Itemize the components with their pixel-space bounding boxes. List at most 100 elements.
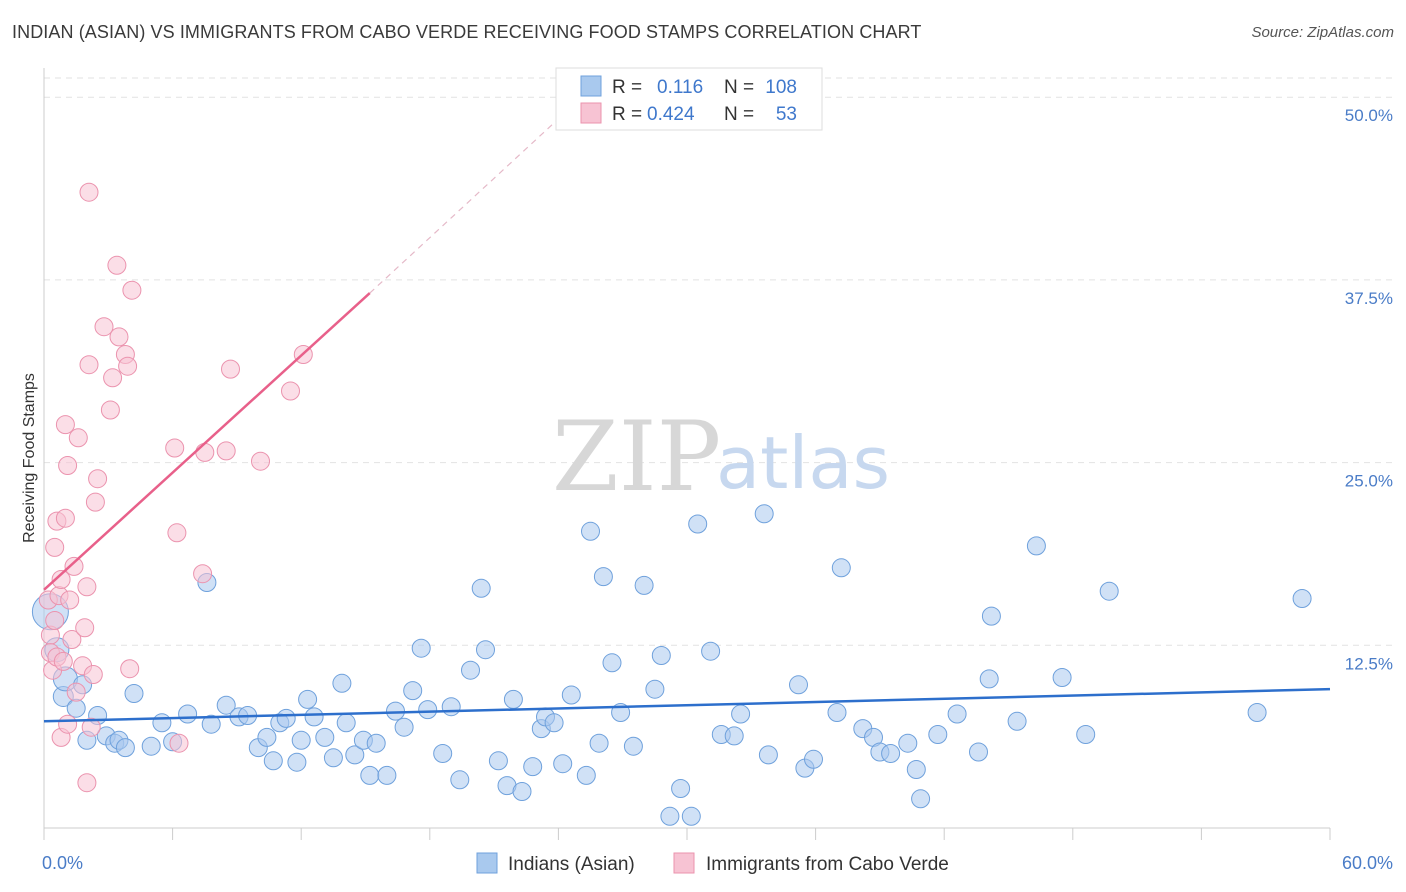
data-point (1099, 581, 1119, 601)
data-point (898, 733, 918, 753)
data-point (263, 751, 283, 771)
data-point (55, 508, 75, 528)
x-ticks (43, 828, 1331, 840)
data-point (315, 727, 335, 747)
data-point (68, 428, 88, 448)
data-point (323, 748, 343, 768)
legend-n-label-pink: N = (724, 104, 754, 125)
data-point (201, 714, 221, 734)
data-point (589, 733, 609, 753)
series-cabo-verde-points (38, 182, 313, 793)
data-point (1292, 589, 1312, 608)
data-point (645, 679, 665, 699)
data-point (1052, 668, 1072, 687)
data-point (115, 738, 135, 758)
data-point (79, 355, 99, 375)
data-point (100, 400, 120, 420)
data-point (1026, 536, 1046, 556)
data-point (195, 442, 215, 462)
data-point (476, 640, 495, 660)
data-point (394, 717, 414, 737)
data-point (257, 727, 277, 747)
data-point (58, 714, 78, 734)
data-point (58, 456, 78, 475)
data-point (62, 630, 82, 649)
data-point (979, 669, 999, 689)
data-point (66, 682, 86, 702)
data-point (671, 779, 691, 798)
bottom-legend-label-blue: Indians (Asian) (508, 854, 635, 875)
data-point (216, 441, 236, 461)
data-point (386, 701, 405, 721)
y-axis-label: Receiving Food Stamps (21, 373, 38, 543)
legend-box: R = 0.116 N = 108 R = 0.424 N = 53 (555, 67, 823, 131)
data-point (45, 537, 65, 557)
data-point (681, 806, 701, 826)
data-point (928, 725, 948, 744)
data-point (79, 182, 99, 202)
bottom-legend: Indians (Asian) Immigrants from Cabo Ver… (476, 852, 949, 875)
data-point (1007, 711, 1027, 731)
data-point (152, 713, 172, 733)
trendline-pink-extension (369, 102, 576, 294)
data-point (88, 469, 108, 489)
data-point (634, 575, 654, 595)
data-point (45, 611, 65, 630)
data-point (450, 770, 470, 790)
data-point (561, 685, 581, 705)
series-indians-asian-points (31, 504, 1312, 826)
data-point (124, 684, 144, 703)
data-point (167, 523, 187, 543)
bottom-legend-swatch-blue (476, 852, 498, 874)
data-point (911, 789, 931, 809)
y-tick-labels: 12.5% 25.0% 37.5% 50.0% (1345, 106, 1393, 673)
data-point (193, 564, 213, 584)
data-point (581, 521, 600, 541)
data-point (94, 317, 114, 337)
legend-r-value-pink: 0.424 (647, 104, 695, 125)
trendline-pink (43, 292, 371, 591)
data-point (169, 733, 189, 753)
data-point (77, 773, 97, 793)
data-point (651, 646, 671, 665)
data-point (441, 697, 461, 717)
data-point (503, 689, 523, 709)
data-point (403, 681, 423, 701)
source-credit: Source: ZipAtlas.com (1251, 24, 1394, 41)
data-point (804, 749, 823, 769)
x-tick-label-max: 60.0% (1342, 853, 1393, 873)
data-point (553, 754, 573, 774)
data-point (332, 673, 352, 693)
data-point (602, 653, 622, 673)
data-point (360, 765, 380, 785)
data-point (544, 713, 564, 733)
data-point (165, 438, 185, 458)
gridlines (44, 77, 1392, 646)
data-point (75, 618, 95, 638)
data-point (77, 577, 97, 597)
data-point (471, 578, 491, 598)
watermark-zip: ZIP (552, 401, 721, 513)
data-point (122, 280, 142, 300)
data-point (488, 751, 508, 771)
data-point (60, 590, 80, 610)
data-point (281, 381, 300, 401)
data-point (120, 659, 140, 679)
data-point (731, 704, 751, 724)
data-point (81, 717, 101, 737)
legend-n-value-pink: 53 (776, 104, 797, 125)
data-point (107, 255, 127, 275)
data-point (336, 713, 356, 733)
data-point (701, 641, 721, 661)
data-point (141, 736, 161, 756)
y-tick-label: 50.0% (1345, 106, 1393, 125)
data-point (66, 698, 86, 718)
data-point (345, 745, 365, 765)
data-point (512, 782, 532, 801)
data-point (178, 704, 198, 724)
data-point (287, 752, 307, 772)
data-point (103, 368, 123, 388)
data-point (83, 665, 103, 684)
trendline-blue (43, 687, 1331, 723)
